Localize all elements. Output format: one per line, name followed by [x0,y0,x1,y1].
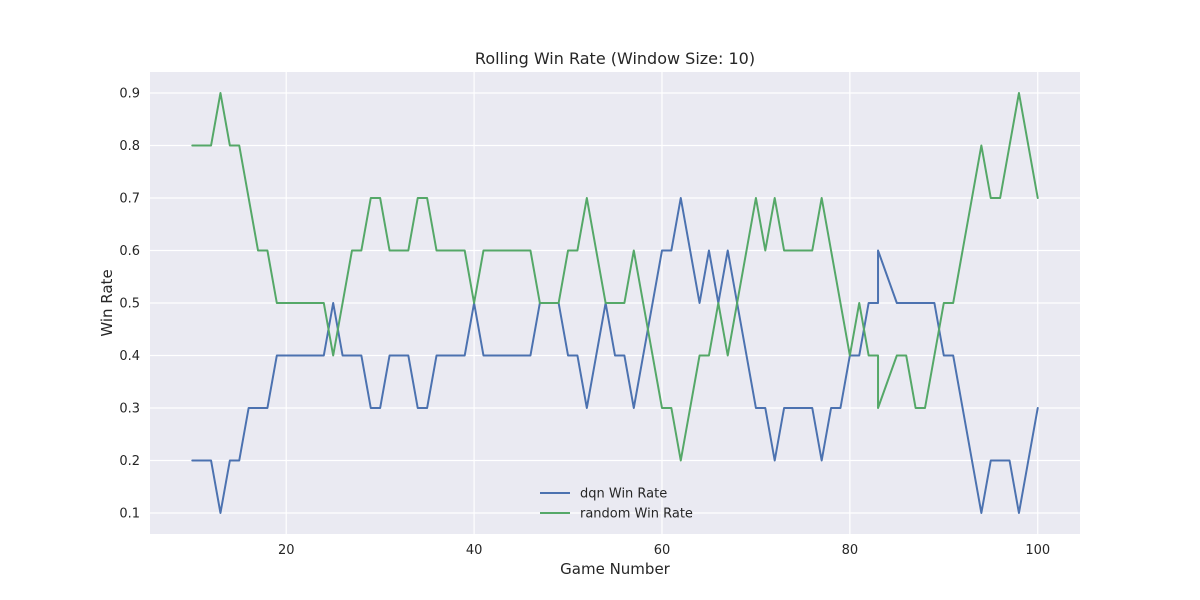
chart-title: Rolling Win Rate (Window Size: 10) [475,49,755,68]
y-tick-label: 0.8 [119,139,140,154]
y-axis-label: Win Rate [98,269,116,336]
x-tick-label: 80 [842,543,859,558]
y-tick-label: 0.7 [119,192,140,207]
y-tick-label: 0.1 [119,507,140,522]
legend-label-dqn: dqn Win Rate [580,487,667,502]
y-tick-label: 0.9 [119,87,140,102]
x-tick-label: 20 [278,543,295,558]
y-tick-label: 0.4 [119,349,140,364]
y-tick-label: 0.3 [119,402,140,417]
y-tick-label: 0.6 [119,244,140,259]
x-axis-label: Game Number [560,560,671,578]
y-tick-label: 0.2 [119,454,140,469]
y-tick-label: 0.5 [119,297,140,312]
x-tick-label: 100 [1025,543,1050,558]
x-tick-label: 60 [654,543,671,558]
x-tick-label: 40 [466,543,483,558]
legend-label-random: random Win Rate [580,507,693,522]
